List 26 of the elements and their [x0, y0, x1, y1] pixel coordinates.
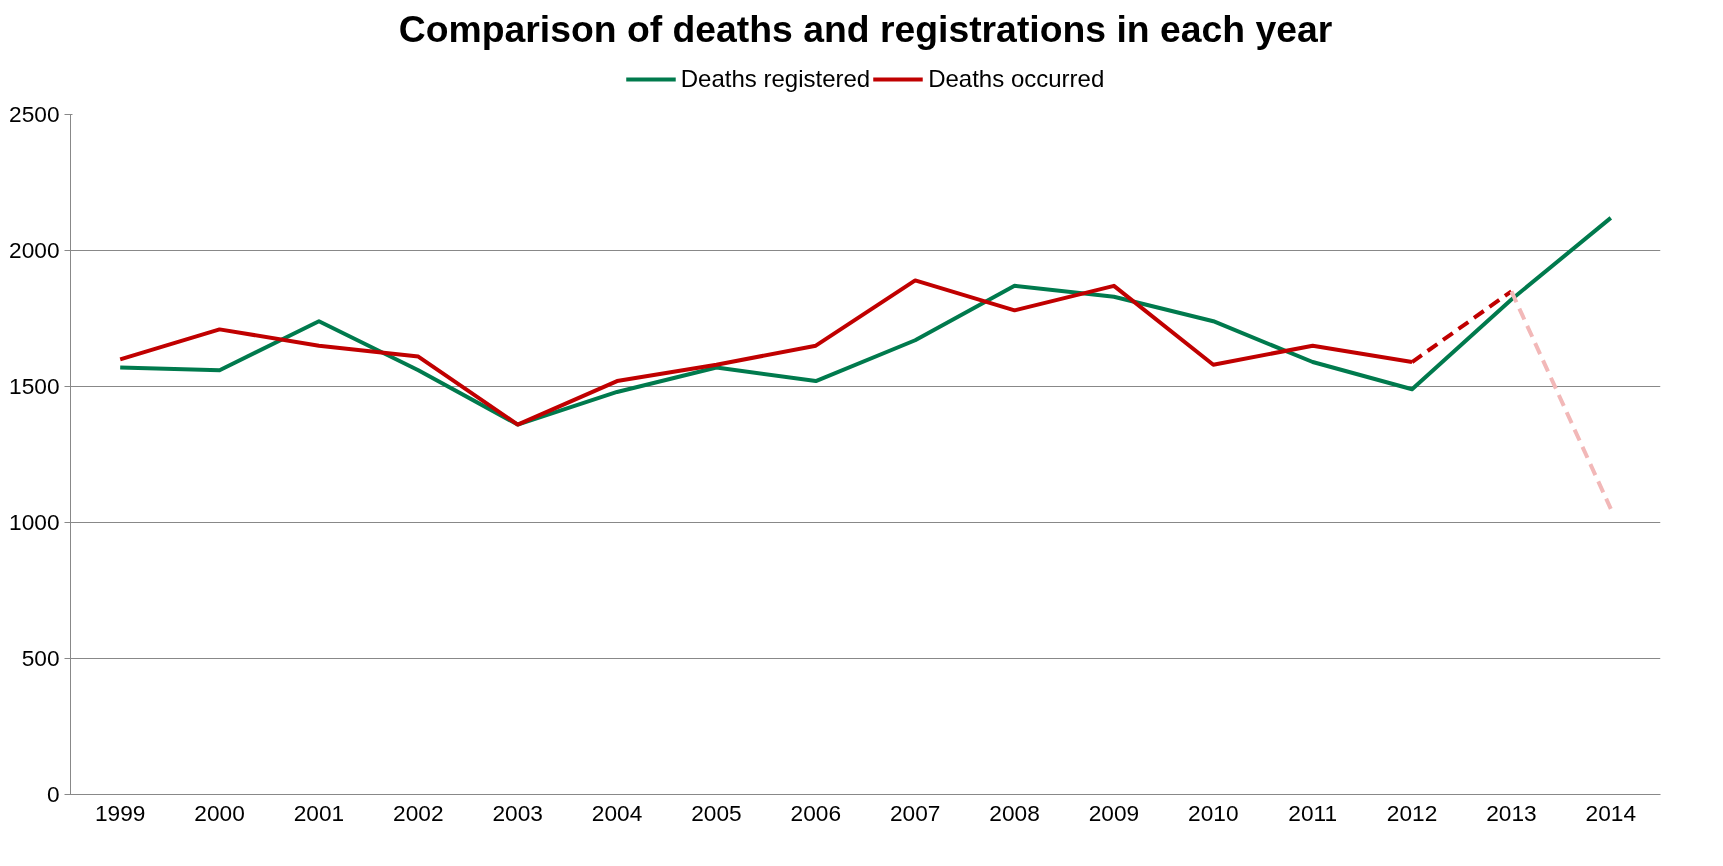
x-tick-label: 2006 [790, 799, 842, 826]
legend-label: Deaths occurred [928, 65, 1105, 93]
x-tick-label: 2011 [1288, 799, 1338, 826]
y-tick-label: 2500 [9, 101, 60, 127]
line-series [118, 215, 1613, 427]
x-tick-label: 1999 [94, 799, 146, 826]
x-tick-label: 2013 [1486, 799, 1537, 826]
x-tick-label: 2000 [194, 799, 245, 826]
x-tick-label: 2010 [1188, 799, 1239, 826]
x-tick-label: 2004 [591, 799, 643, 826]
y-tick-label: 500 [21, 645, 60, 671]
y-tick-label: 0 [46, 781, 60, 807]
x-tick-label: 2005 [691, 799, 742, 826]
x-tick-label: 2009 [1088, 799, 1140, 826]
y-tick-label: 1000 [9, 509, 60, 535]
x-tick-label: 2008 [989, 799, 1040, 826]
y-tick-label: 2000 [9, 237, 60, 263]
x-tick-label: 2003 [492, 799, 543, 826]
x-tick-label: 2007 [889, 799, 941, 826]
y-tick-label: 1500 [9, 373, 60, 399]
x-tick-label: 2014 [1585, 799, 1637, 826]
legend-label: Deaths registered [680, 65, 871, 93]
x-tick-label: 2012 [1386, 799, 1438, 826]
x-tick-label: 2001 [293, 799, 345, 826]
chart-title: Comparison of deaths and registrations in each year [398, 7, 1333, 50]
x-tick-label: 2002 [393, 799, 444, 826]
